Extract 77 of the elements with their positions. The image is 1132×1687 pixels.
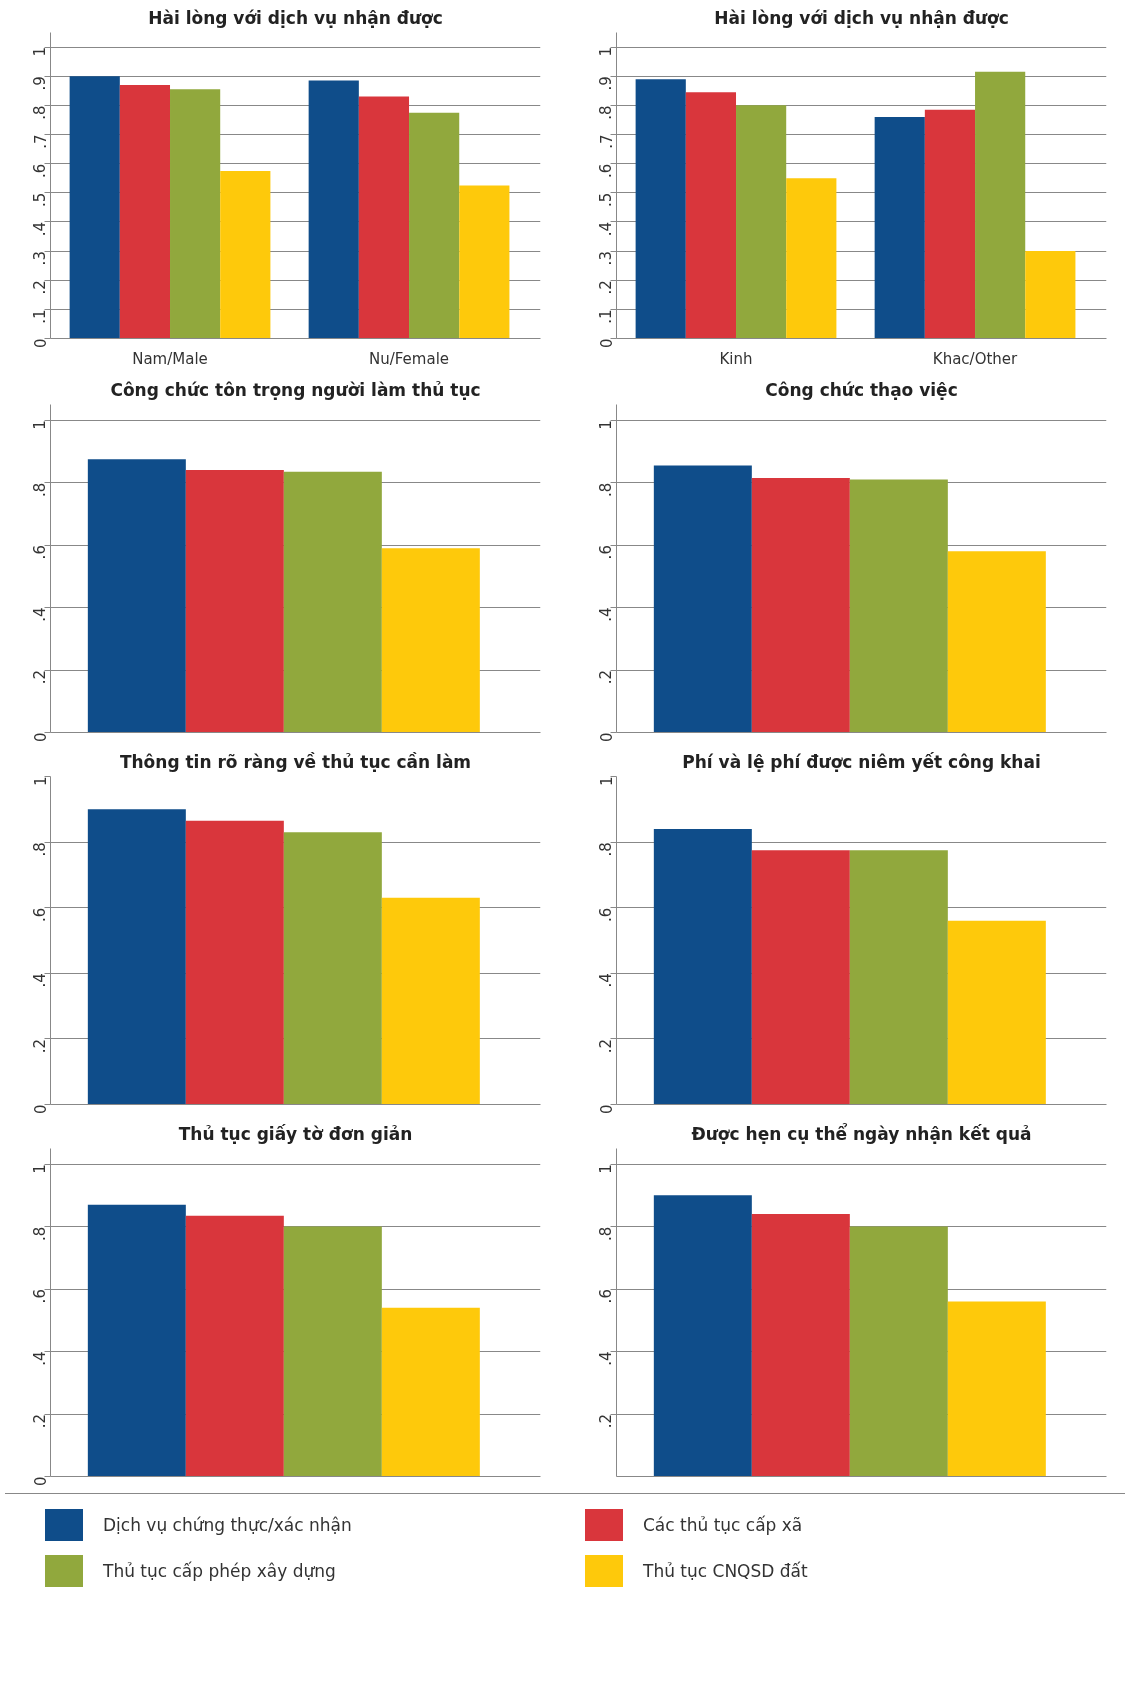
y-tick-label: 1 [31,47,50,57]
y-tick-label: .2 [597,670,616,685]
y-tick-label: .8 [31,482,50,497]
y-tick-label: .3 [31,251,50,266]
y-tick-label: .6 [597,1289,616,1304]
y-tick-label: 0 [597,1104,616,1115]
chart-title: Phí và lệ phí được niêm yết công khai [682,751,1041,772]
y-tick-label: .3 [597,251,616,266]
y-tick-label: .6 [597,163,616,178]
y-tick-label: 1 [597,776,616,787]
legend-item: Các thủ tục cấp xã [545,1502,1085,1548]
x-tick-label: Kinh [719,349,753,368]
chart-title: Công chức thạo việc [765,379,958,400]
chart-title: Hài lòng với dịch vụ nhận được [148,7,443,28]
y-tick-label: .8 [31,1226,50,1241]
y-tick-label: .2 [31,1038,50,1054]
y-tick-label: .2 [597,1038,616,1054]
y-tick-label: .2 [31,670,50,685]
y-tick-label: .6 [31,1289,50,1304]
y-tick-label: .4 [31,1351,50,1366]
y-tick-label: .2 [597,1414,616,1429]
y-tick-label: .8 [597,105,616,120]
y-tick-label: .4 [597,607,616,622]
legend-item: Dịch vụ chứng thực/xác nhận [5,1502,545,1548]
y-tick-label: .6 [597,545,616,560]
y-tick-label: .4 [597,1351,616,1366]
legend-item: Thủ tục CNQSD đất [545,1548,1085,1594]
chart-title: Thông tin rõ ràng về thủ tục cần làm [119,751,472,772]
legend-label: Thủ tục CNQSD đất [643,1559,808,1583]
y-tick-label: .4 [31,607,50,622]
y-tick-label: 0 [31,1104,50,1115]
y-tick-label: .7 [31,134,50,149]
y-tick-label: .6 [31,907,50,923]
y-tick-label: .8 [597,1226,616,1241]
y-tick-label: .8 [31,842,50,857]
y-tick-label: 0 [31,1476,50,1487]
y-tick-label: 0 [597,338,616,349]
y-tick-label: .4 [31,221,50,237]
y-tick-label: 1 [31,776,50,787]
y-tick-label: 1 [31,1164,50,1174]
y-tick-label: 1 [597,1164,616,1174]
y-tick-label: 1 [31,420,50,430]
y-tick-label: 0 [597,732,616,743]
y-tick-label: .4 [597,973,616,988]
y-tick-label: .4 [597,221,616,237]
y-tick-label: .5 [597,192,616,208]
y-tick-label: .8 [31,105,50,120]
chart-title: Thủ tục giấy tờ đơn giản [178,1123,413,1144]
legend-item: Thủ tục cấp phép xây dựng [5,1548,545,1594]
chart-title: Công chức tôn trọng người làm thủ tục [110,379,481,400]
y-tick-label: .2 [31,280,50,295]
y-tick-label: .8 [597,842,616,857]
legend-label: Thủ tục cấp phép xây dựng [103,1559,336,1583]
chart-title: Hài lòng với dịch vụ nhận được [714,7,1009,28]
y-tick-label: .6 [597,907,616,923]
x-tick-label: Nu/Female [369,349,450,368]
y-tick-label: 0 [31,338,50,349]
y-tick-label: 1 [597,420,616,430]
y-tick-label: .9 [31,76,50,91]
y-tick-label: .1 [597,309,616,324]
y-tick-label: .1 [31,309,50,324]
y-tick-label: .6 [31,163,50,178]
y-tick-label: 1 [597,47,616,57]
y-tick-label: .6 [31,545,50,560]
x-tick-label: Nam/Male [132,349,208,368]
y-tick-label: .8 [597,482,616,497]
chart-title: Được hẹn cụ thể ngày nhận kết quả [691,1122,1032,1144]
y-tick-label: .2 [597,280,616,295]
y-tick-label: .2 [31,1414,50,1429]
y-tick-label: .5 [31,192,50,208]
y-tick-label: .7 [597,134,616,149]
x-tick-label: Khac/Other [932,349,1019,368]
y-tick-label: .4 [31,973,50,988]
y-tick-label: .9 [597,76,616,91]
y-tick-label: 0 [31,732,50,743]
legend-label: Dịch vụ chứng thực/xác nhận [103,1513,352,1537]
legend-label: Các thủ tục cấp xã [643,1513,803,1537]
